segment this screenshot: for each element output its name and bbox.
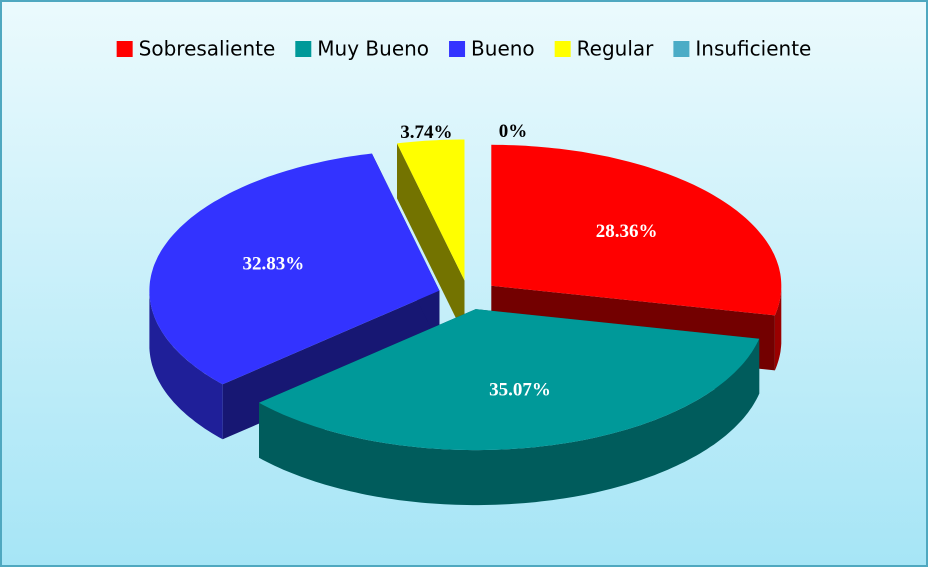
data-label: 3.74% xyxy=(400,122,452,143)
slice xyxy=(397,139,465,281)
slice-wall xyxy=(259,338,760,506)
legend-swatch xyxy=(295,41,312,57)
data-label: 35.07% xyxy=(489,379,551,400)
legend-label: Regular xyxy=(577,37,654,61)
legend-swatch xyxy=(449,41,466,57)
slice xyxy=(149,153,440,385)
slice-wall xyxy=(149,290,223,440)
legend-label: Bueno xyxy=(471,37,535,61)
legend-swatch xyxy=(116,41,133,57)
legend-label: Muy Bueno xyxy=(317,37,429,61)
slice xyxy=(491,144,782,316)
slice xyxy=(259,309,760,451)
data-label: 0% xyxy=(499,121,528,142)
slice-wall xyxy=(774,285,782,371)
data-label: 32.83% xyxy=(243,254,305,275)
legend-label: Insuficiente xyxy=(695,37,811,61)
data-label: 28.36% xyxy=(596,221,658,242)
legend-label: Sobresaliente xyxy=(139,37,276,61)
slice-side xyxy=(397,143,465,336)
legend-swatch xyxy=(554,41,571,57)
legend-swatch xyxy=(673,41,690,57)
